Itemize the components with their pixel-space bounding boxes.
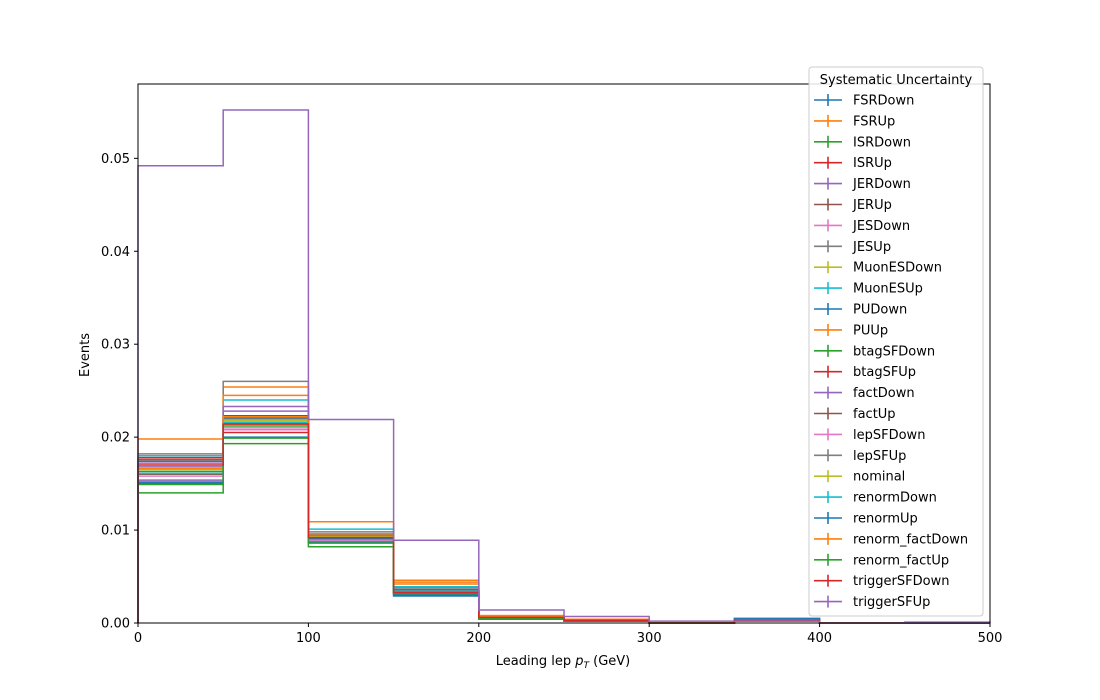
legend-entry-btagSFDown: btagSFDown [814,344,935,359]
legend-label: renorm_factUp [853,553,949,568]
legend-entry-PUUp: PUUp [814,323,888,338]
legend-entry-renorm_factDown: renorm_factDown [814,532,968,547]
y-axis-label: Events [78,333,93,377]
x-axis-label: Leading lep pT (GeV) [496,654,630,671]
legend-entry-triggerSFDown: triggerSFDown [814,574,949,589]
legend-entry-lepSFDown: lepSFDown [814,428,925,443]
legend-label: PUDown [853,303,907,318]
legend-label: factDown [853,386,915,401]
legend-label: ISRDown [853,135,911,150]
legend-label: nominal [853,470,905,485]
legend-label: btagSFUp [853,365,916,380]
x-tick-label: 200 [466,631,491,646]
x-axis-ticks: 0 100 200 300 400 500 [134,623,1003,646]
legend-label: renormUp [853,512,918,527]
legend-label: JESUp [852,240,891,255]
series-line-triggerSFDown [137,423,990,624]
legend-entry-MuonESUp: MuonESUp [814,282,923,297]
y-axis-ticks: 0.00 0.01 0.02 0.03 0.04 0.05 [101,152,138,632]
legend-entry-JERDown: JERDown [814,177,911,192]
y-tick-label: 0.01 [101,524,130,539]
x-tick-label: 300 [637,631,662,646]
legend-entry-renormDown: renormDown [814,491,937,506]
legend-entry-PUDown: PUDown [814,303,907,318]
legend-entry-JESUp: JESUp [814,240,891,255]
legend-entry-FSRUp: FSRUp [814,114,895,129]
plot-frame [137,83,991,624]
legend-entry-FSRDown: FSRDown [814,94,914,109]
legend-label: triggerSFUp [853,595,930,610]
legend-entry-nominal: nominal [814,470,905,485]
legend-label: FSRDown [853,94,914,109]
legend-entries: FSRDown FSRUp ISRDown ISRUp JERDown JERUp JESD… [814,94,968,610]
legend-entry-factUp: factUp [814,407,896,422]
legend-entry-ISRDown: ISRDown [814,135,911,150]
legend-label: FSRUp [853,114,895,129]
legend-entry-JESDown: JESDown [814,219,910,234]
y-tick-label: 0.03 [101,338,130,353]
x-tick-label: 500 [978,631,1003,646]
legend: Systematic Uncertainty FSRDown FSRUp ISRDo… [808,66,984,617]
legend-label: ISRUp [853,156,892,171]
legend-label: JERUp [852,198,892,213]
legend-entry-lepSFUp: lepSFUp [814,449,906,464]
x-tick-label: 0 [134,631,142,646]
legend-entry-renormUp: renormUp [814,512,918,527]
legend-label: JERDown [852,177,911,192]
legend-entry-ISRUp: ISRUp [814,156,892,171]
legend-label: lepSFDown [853,428,925,443]
legend-label: JESDown [852,219,910,234]
legend-label: PUUp [853,323,888,338]
legend-label: factUp [853,407,896,422]
legend-label: renormDown [853,491,937,506]
x-tick-label: 400 [807,631,832,646]
legend-entry-btagSFUp: btagSFUp [814,365,916,380]
legend-entry-factDown: factDown [814,386,915,401]
legend-label: MuonESDown [853,261,942,276]
x-tick-label: 100 [296,631,321,646]
legend-label: renorm_factDown [853,532,968,547]
y-tick-label: 0.05 [101,152,130,167]
legend-label: btagSFDown [853,344,935,359]
legend-entry-renorm_factUp: renorm_factUp [814,553,949,568]
y-tick-label: 0.00 [101,617,130,632]
legend-entry-triggerSFUp: triggerSFUp [814,595,930,610]
legend-title: Systematic Uncertainty [820,73,973,88]
legend-label: triggerSFDown [853,574,949,589]
legend-label: lepSFUp [853,449,906,464]
legend-entry-JERUp: JERUp [814,198,892,213]
histogram-series-group [137,109,991,624]
y-tick-label: 0.02 [101,431,130,446]
legend-box [808,66,984,617]
legend-label: MuonESUp [853,282,923,297]
y-tick-label: 0.04 [101,245,130,260]
legend-entry-MuonESDown: MuonESDown [814,261,942,276]
